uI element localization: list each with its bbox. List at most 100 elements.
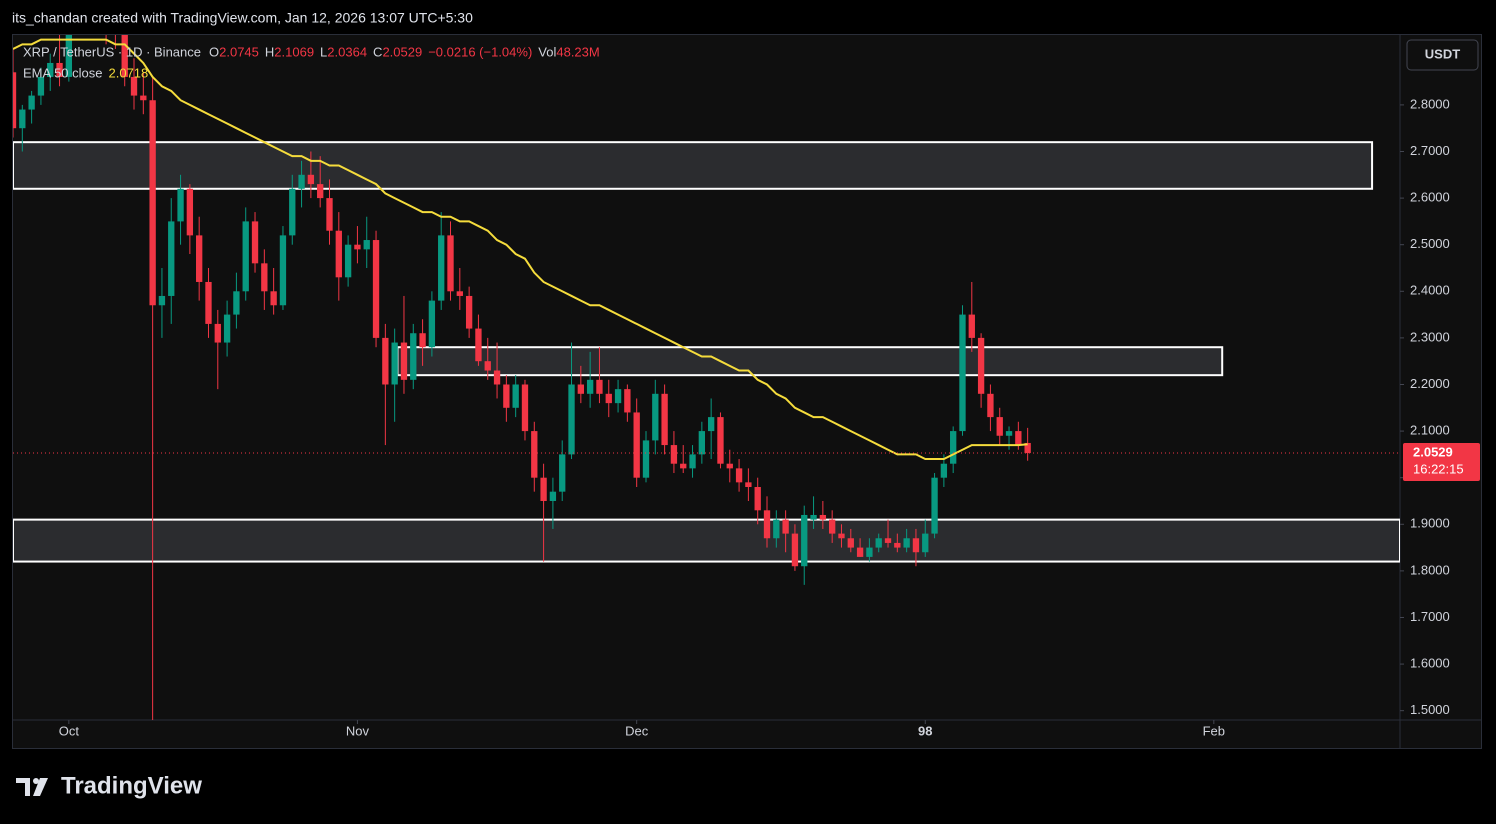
ema-line [13, 38, 1028, 461]
y-tick-label: 2.2000 [1410, 376, 1450, 391]
candle-body [1024, 442, 1031, 454]
candle-body [354, 244, 361, 250]
candle-body [1015, 431, 1022, 446]
candle-body [493, 370, 501, 385]
currency-button[interactable] [1406, 39, 1479, 71]
candle-body [940, 463, 948, 478]
candle-body [996, 417, 1003, 436]
ema-value: 2.0718 [109, 65, 149, 80]
ema-label: EMA 50 close [23, 65, 103, 80]
candle-body [698, 431, 706, 455]
candle-body [1005, 431, 1013, 436]
candle-body [922, 533, 929, 553]
candle-body [642, 440, 650, 478]
candle-body [37, 76, 45, 96]
candle-body [177, 188, 184, 222]
header: its_chandan created with TradingView.com… [12, 10, 473, 26]
y-tick-label: 1.6000 [1410, 656, 1450, 671]
candle-body [838, 533, 845, 539]
candle-body [335, 230, 342, 278]
volume: 48.23M [556, 44, 599, 59]
axes: 1.50001.60001.70001.80001.90002.00002.10… [59, 96, 1450, 738]
candle-body [717, 417, 724, 464]
y-tick-label: 2.6000 [1410, 190, 1450, 205]
y-tick-label: 2.1000 [1410, 423, 1450, 438]
candle-body [531, 431, 538, 478]
candle-body [130, 76, 138, 96]
chart-panel [12, 34, 1482, 749]
candle-body [950, 431, 957, 464]
candle-body [289, 188, 296, 236]
candle-body [735, 468, 743, 483]
candle-body [540, 477, 547, 501]
candle-body [484, 361, 491, 371]
candle-body [317, 184, 324, 199]
last-price-label: 2.0529 [1413, 444, 1453, 459]
candle-body [270, 291, 277, 306]
currency[interactable]: USDT [1425, 46, 1460, 61]
ohlc-label: H [265, 44, 274, 59]
countdown: 16:22:15 [1413, 461, 1464, 476]
candle-body [503, 384, 510, 408]
candle-body [884, 538, 892, 543]
candle-body [307, 174, 315, 185]
candle-body [633, 412, 640, 478]
ohlc-value: 2.0745 [219, 44, 259, 59]
candle-body [242, 221, 249, 292]
y-tick-label: 2.3000 [1410, 329, 1450, 344]
candle-body [298, 174, 305, 189]
candle-body [624, 389, 631, 413]
candle-body [931, 477, 938, 534]
candle-body [987, 393, 994, 418]
candle-body [326, 198, 333, 231]
candle-body [763, 510, 771, 539]
brand: TradingView [61, 772, 202, 799]
candle-body [670, 445, 678, 464]
candle-body [745, 482, 752, 488]
zone [396, 346, 1224, 377]
candle-body [614, 389, 622, 404]
candle-body [596, 379, 603, 394]
candle-body [465, 295, 473, 329]
candle-body [754, 487, 761, 511]
candle-body [233, 291, 240, 315]
y-tick-label: 1.5000 [1410, 702, 1450, 717]
candle-body [856, 547, 864, 557]
zone [13, 518, 1400, 563]
ohlc-label: O [209, 44, 219, 59]
candle-body [661, 393, 668, 446]
candle-body [773, 519, 780, 539]
candle-body [419, 333, 426, 348]
candle-body [158, 295, 166, 306]
ohlc-value: 2.0529 [382, 44, 422, 59]
candle-body [456, 291, 463, 296]
x-tick-label: Nov [346, 723, 370, 738]
brand-logo [16, 778, 48, 796]
y-tick-label: 1.8000 [1410, 562, 1450, 577]
candle-body [586, 379, 594, 394]
x-tick-label: Feb [1203, 723, 1225, 738]
candle-body [866, 547, 873, 557]
symbol: XRP / TetherUS · 1D · Binance [23, 44, 201, 59]
candle-body [47, 62, 54, 77]
candle-body [223, 314, 231, 343]
candle-body [168, 221, 175, 296]
candle-body [214, 323, 221, 343]
candle-body [121, 35, 128, 77]
y-tick-label: 1.9000 [1410, 516, 1450, 531]
candle-body [791, 533, 799, 567]
candle-body [689, 454, 696, 469]
candle-body [577, 384, 584, 394]
candle-body [605, 393, 612, 404]
candle-body [140, 95, 147, 101]
candle-body [521, 384, 529, 432]
candle-body [801, 514, 808, 567]
y-tick-label: 2.8000 [1410, 96, 1450, 111]
candle-body [428, 300, 436, 348]
candle-body [810, 514, 817, 520]
candle-body [28, 95, 35, 110]
candle-body [149, 100, 156, 306]
ohlc-label: C [373, 44, 382, 59]
candle-body [512, 384, 519, 408]
